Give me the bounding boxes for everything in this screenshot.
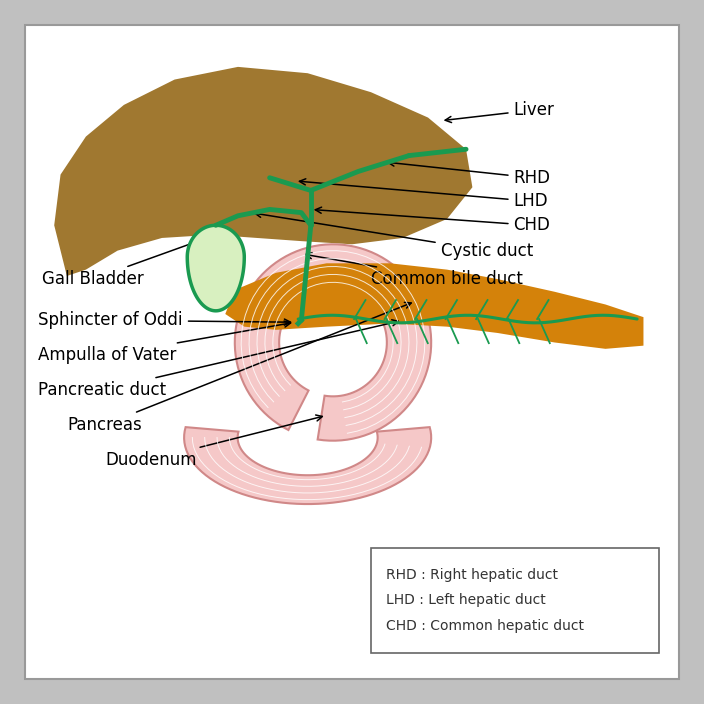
Text: Gall Bladder: Gall Bladder [42, 236, 212, 288]
FancyBboxPatch shape [371, 548, 660, 653]
Text: Ampulla of Vater: Ampulla of Vater [39, 321, 291, 364]
Text: Common bile duct: Common bile duct [306, 253, 523, 288]
Text: RHD : Right hepatic duct: RHD : Right hepatic duct [386, 568, 558, 582]
Text: CHD: CHD [315, 207, 551, 234]
Text: RHD: RHD [388, 160, 551, 187]
Text: Cystic duct: Cystic duct [255, 211, 533, 260]
Polygon shape [54, 67, 472, 276]
Polygon shape [187, 225, 244, 310]
Text: CHD : Common hepatic duct: CHD : Common hepatic duct [386, 619, 584, 633]
Text: LHD: LHD [299, 179, 548, 210]
Text: Sphincter of Oddi: Sphincter of Oddi [39, 311, 291, 329]
Text: Pancreatic duct: Pancreatic duct [39, 320, 398, 399]
Polygon shape [184, 427, 431, 504]
Text: Duodenum: Duodenum [105, 415, 322, 469]
Text: LHD : Left hepatic duct: LHD : Left hepatic duct [386, 593, 546, 608]
Polygon shape [235, 244, 431, 441]
Text: Liver: Liver [445, 101, 555, 122]
Text: Pancreas: Pancreas [67, 303, 411, 434]
Polygon shape [225, 263, 643, 348]
